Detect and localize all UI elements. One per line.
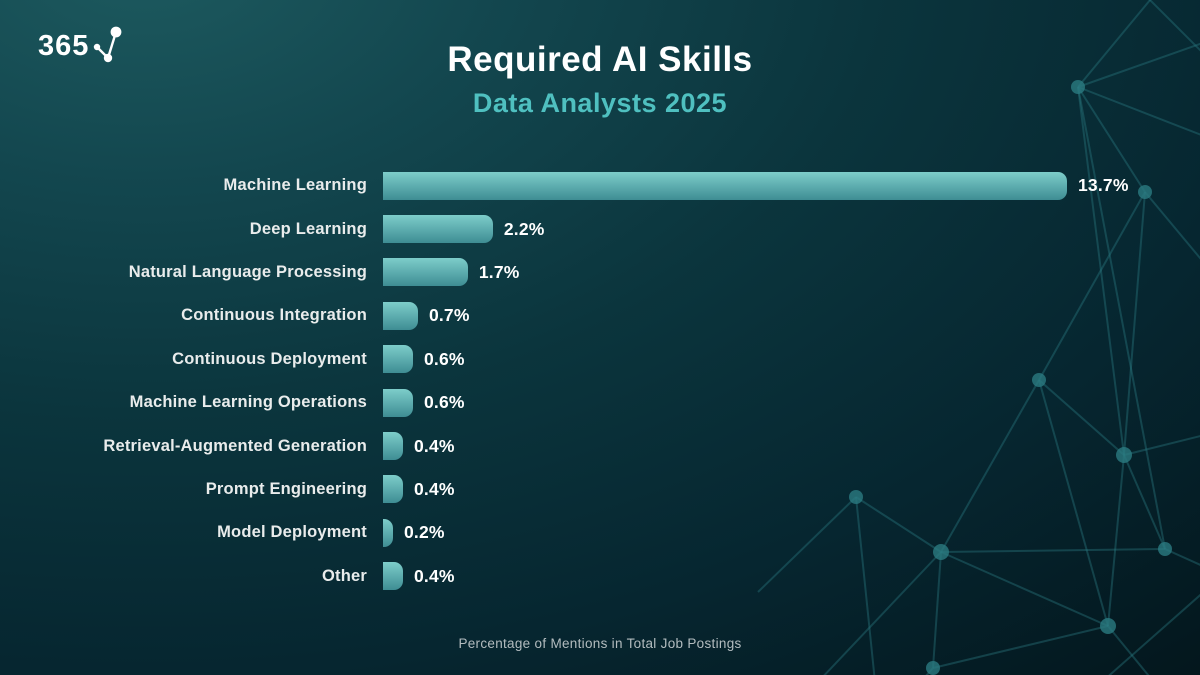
value-label: 0.4% — [413, 565, 455, 586]
bar-row: Model Deployment 0.2% — [0, 511, 1129, 554]
bar-row: Other 0.4% — [0, 555, 1129, 598]
bar — [383, 388, 413, 417]
logo-check-icon — [94, 26, 122, 63]
value-label: 0.4% — [413, 435, 455, 456]
bar — [383, 171, 1067, 200]
bar — [383, 562, 403, 591]
axis-caption: Percentage of Mentions in Total Job Post… — [458, 636, 742, 651]
category-label: Continuous Integration — [181, 306, 367, 325]
category-label: Machine Learning — [223, 176, 367, 195]
category-label: Continuous Deployment — [172, 349, 367, 368]
bar — [383, 475, 403, 504]
logo-text: 365 — [38, 30, 90, 62]
page-title: Required AI Skills — [447, 40, 753, 79]
bar — [383, 258, 468, 287]
value-label: 0.2% — [403, 522, 445, 543]
bar — [383, 301, 418, 330]
bar-row: Prompt Engineering 0.4% — [0, 468, 1129, 511]
category-label: Prompt Engineering — [205, 479, 367, 498]
bar-rows: Machine Learning 13.7% Deep Learning 2.2… — [0, 164, 1129, 598]
category-label: Natural Language Processing — [128, 262, 367, 281]
value-label: 0.6% — [423, 348, 465, 369]
bar — [383, 432, 403, 461]
page-subtitle: Data Analysts 2025 — [472, 88, 728, 118]
bar-row: Continuous Integration 0.7% — [0, 294, 1129, 337]
category-label: Other — [321, 566, 367, 585]
bar — [383, 518, 393, 547]
bar — [383, 345, 413, 374]
bar — [383, 215, 493, 244]
header: Required AI Skills Data Analysts 2025 — [0, 42, 1200, 117]
value-label: 1.7% — [478, 261, 520, 282]
logo: 365 — [38, 24, 126, 66]
bar-row: Machine Learning 13.7% — [0, 164, 1129, 207]
value-label: 2.2% — [503, 218, 545, 239]
value-label: 0.6% — [423, 392, 465, 413]
value-label: 0.4% — [413, 478, 455, 499]
bar-row: Deep Learning 2.2% — [0, 207, 1129, 250]
bar-row: Retrieval-Augmented Generation 0.4% — [0, 424, 1129, 467]
category-label: Retrieval-Augmented Generation — [103, 436, 367, 455]
category-label: Deep Learning — [249, 219, 367, 238]
category-label: Machine Learning Operations — [129, 393, 367, 412]
bar-row: Machine Learning Operations 0.6% — [0, 381, 1129, 424]
bar-row: Continuous Deployment 0.6% — [0, 338, 1129, 381]
value-label: 0.7% — [428, 305, 470, 326]
category-label: Model Deployment — [217, 523, 367, 542]
bar-row: Natural Language Processing 1.7% — [0, 251, 1129, 294]
bar-chart: Machine Learning 13.7% Deep Learning 2.2… — [0, 164, 1129, 598]
value-label: 13.7% — [1078, 175, 1129, 196]
